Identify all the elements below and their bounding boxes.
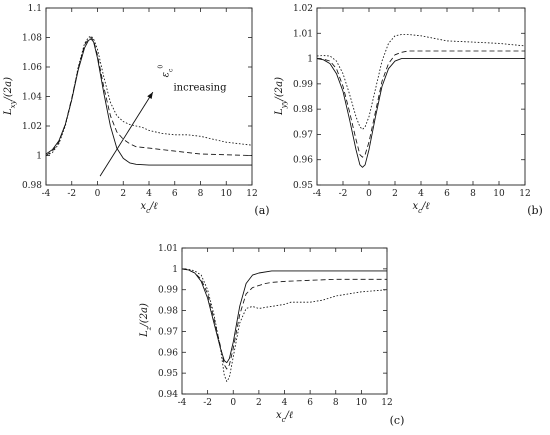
plot-frame — [316, 7, 526, 186]
y-tick-label: 0.97 — [158, 327, 178, 337]
chart-panel-1: -4 -2 0 2 4 6 8 10 12 0.98 1 1.02 1.04 1.06 1.08 1.1 xc/… — [3, 4, 270, 217]
x-tick-label: 4 — [282, 398, 288, 408]
plot-frame — [181, 247, 388, 395]
y-tick-label: 0.99 — [293, 80, 313, 90]
x-tick-label: 12 — [246, 189, 257, 199]
x-axis-label: xc/ℓ — [412, 201, 429, 215]
x-tick-label: -4 — [313, 189, 322, 199]
x-tick-label: 2 — [256, 398, 262, 408]
chart-panel-2: -4 -2 0 2 4 6 8 10 12 0.95 0.96 0.97 0.98 0.99 1 1.01 1.… — [274, 4, 543, 217]
chart-panel-3: -4 -2 0 2 4 6 8 10 12 0.94 0.95 0.96 0.97 0.98 0.99 1 1.… — [139, 244, 404, 427]
annotation-symbol: εc0 — [157, 65, 174, 78]
x-tick-label: 4 — [418, 189, 424, 199]
x-tick-label: 0 — [366, 189, 372, 199]
series-line-dashed — [182, 268, 387, 370]
y-tick-label: 0.94 — [158, 390, 178, 400]
x-axis-label: xc/ℓ — [276, 410, 293, 424]
y-axis-label: Lz/(2a) — [139, 303, 153, 338]
y-tick-label: 0.95 — [293, 181, 313, 191]
y-tick-label: 1.02 — [22, 122, 42, 132]
panel-label: (b) — [527, 204, 543, 217]
y-tick-label: 1.04 — [22, 93, 42, 103]
series-line-dotted — [182, 268, 387, 382]
y-tick-label: 0.99 — [158, 286, 178, 296]
x-tick-label: 4 — [146, 189, 152, 199]
panel-label: (c) — [390, 414, 405, 427]
y-tick-label: 1.08 — [22, 34, 42, 44]
x-tick-label: 2 — [120, 189, 126, 199]
x-tick-label: 6 — [444, 189, 450, 199]
series-line-solid — [182, 268, 387, 364]
y-tick-label: 1.01 — [293, 29, 313, 39]
x-tick-label: -2 — [339, 189, 348, 199]
annotation-arrowhead — [147, 92, 153, 99]
x-tick-label: 8 — [470, 189, 476, 199]
y-tick-label: 1 — [307, 55, 313, 65]
x-tick-label: 12 — [519, 189, 530, 199]
series-line-dashed — [317, 50, 525, 158]
y-tick-label: 1.01 — [158, 244, 178, 254]
x-tick-label: 2 — [392, 189, 398, 199]
panel-label: (a) — [254, 204, 269, 217]
y-tick-label: 0.95 — [158, 369, 178, 379]
x-tick-label: -4 — [178, 398, 187, 408]
series-line-solid — [317, 58, 525, 168]
series-line-dotted — [46, 35, 252, 156]
y-tick-label: 1 — [172, 265, 178, 275]
x-tick-label: -2 — [203, 398, 212, 408]
y-tick-label: 0.96 — [293, 156, 313, 166]
x-tick-label: 6 — [307, 398, 313, 408]
series-line-dashed — [46, 37, 252, 156]
y-tick-label: 1.1 — [28, 4, 42, 14]
x-tick-label: 6 — [172, 189, 178, 199]
y-axis-label: Lyy/(2a) — [274, 77, 288, 116]
x-tick-label: 10 — [356, 398, 368, 408]
x-tick-label: 0 — [230, 398, 236, 408]
y-tick-label: 0.97 — [293, 130, 313, 140]
x-tick-label: 0 — [95, 189, 101, 199]
x-tick-label: 10 — [221, 189, 233, 199]
y-tick-label: 1.02 — [293, 4, 313, 14]
series-line-dotted — [317, 34, 525, 130]
x-tick-label: 8 — [198, 189, 204, 199]
y-tick-label: 0.98 — [293, 105, 313, 115]
x-tick-label: -2 — [67, 189, 76, 199]
y-tick-label: 1.06 — [22, 63, 42, 73]
y-axis-label: Lxy/(2a) — [3, 77, 17, 116]
x-tick-label: 10 — [493, 189, 505, 199]
x-tick-label: 12 — [381, 398, 392, 408]
annotation-arrow — [99, 91, 154, 177]
x-tick-label: -4 — [42, 189, 51, 199]
y-tick-label: 1 — [36, 152, 42, 162]
y-tick-label: 0.98 — [158, 307, 178, 317]
annotation-text: increasing — [173, 83, 227, 94]
series-line-solid — [46, 38, 252, 166]
y-tick-label: 0.98 — [22, 181, 42, 191]
x-tick-label: 8 — [333, 398, 339, 408]
y-tick-label: 0.96 — [158, 348, 178, 358]
x-axis-label: xc/ℓ — [140, 201, 157, 215]
